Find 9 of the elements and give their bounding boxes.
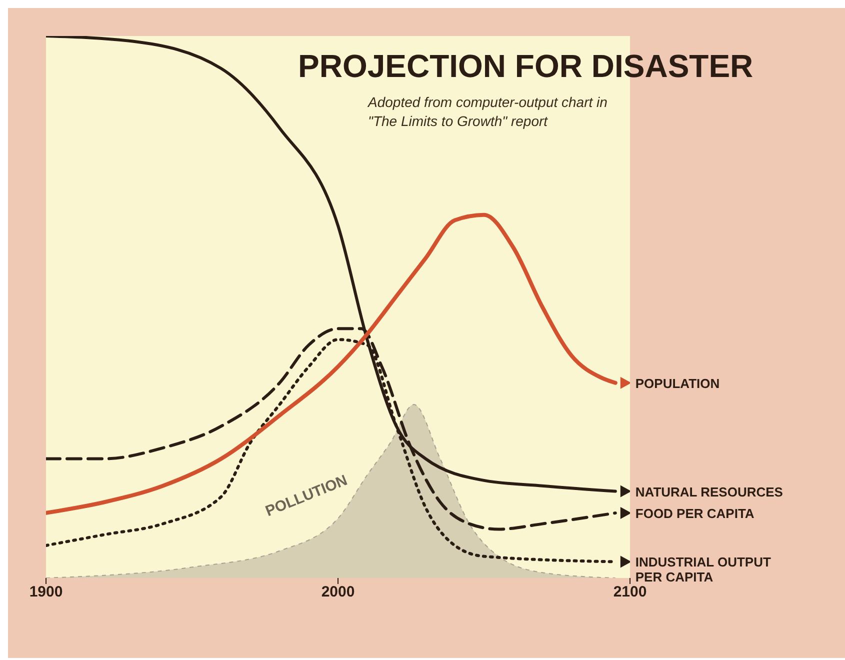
legend-label: INDUSTRIAL OUTPUT PER CAPITA [635,554,771,585]
x-tick-label: 1900 [29,584,63,601]
legend-label: FOOD PER CAPITA [635,506,755,521]
chart-title: PROJECTION FOR DISASTER [298,48,754,85]
x-tick-label: 2000 [321,584,355,601]
legend-label: POPULATION [635,376,720,391]
x-tick-label: 2100 [613,584,647,601]
text: Adopted from computer-output chart in "The Limits to Growth" report [368,93,608,131]
legend-label: NATURAL RESOURCES [635,484,784,500]
